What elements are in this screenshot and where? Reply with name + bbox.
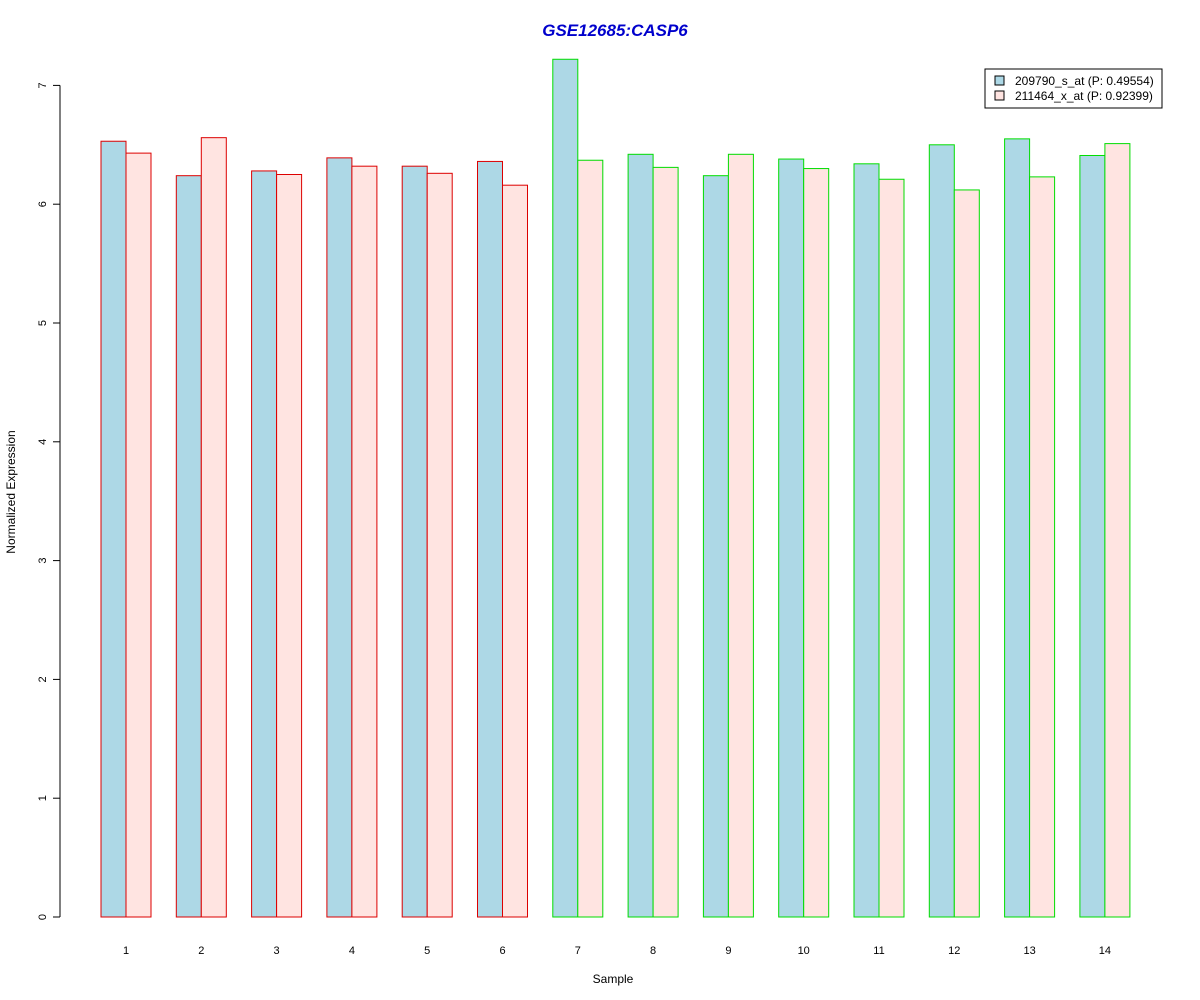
x-tick-label: 14 xyxy=(1099,945,1111,957)
x-tick-label: 3 xyxy=(274,945,280,957)
bar-sample-8-series-1 xyxy=(627,153,654,918)
legend: 209790_s_at (P: 0.49554) 211464_x_at (P:… xyxy=(984,68,1163,109)
y-tick-label: 5 xyxy=(37,320,49,326)
y-axis-label: Normalized Expression xyxy=(4,430,18,553)
bar-sample-9-series-1 xyxy=(702,175,729,918)
bar-sample-11-series-1 xyxy=(853,163,880,918)
y-tick-label: 3 xyxy=(37,558,49,564)
bar-sample-12-series-1 xyxy=(928,144,955,918)
bar-sample-3-series-1 xyxy=(251,170,278,918)
x-tick-label: 12 xyxy=(948,945,960,957)
y-tick-label: 0 xyxy=(37,914,49,920)
bar-sample-10-series-1 xyxy=(778,158,805,918)
legend-swatch-series-1 xyxy=(994,75,1005,86)
bar-sample-3-series-2 xyxy=(276,174,303,918)
bar-sample-13-series-2 xyxy=(1029,176,1056,918)
legend-box xyxy=(984,68,1163,109)
x-tick-label: 13 xyxy=(1023,945,1035,957)
x-tick-label: 5 xyxy=(424,945,430,957)
y-tick-label: 7 xyxy=(37,82,49,88)
bar-sample-8-series-2 xyxy=(652,166,679,918)
x-tick-label: 9 xyxy=(725,945,731,957)
bar-sample-12-series-2 xyxy=(953,189,980,918)
bar-sample-1-series-1 xyxy=(100,140,127,918)
y-tick-label: 6 xyxy=(37,201,49,207)
bar-sample-14-series-2 xyxy=(1104,143,1131,918)
bar-sample-5-series-2 xyxy=(426,172,453,918)
bar-sample-4-series-1 xyxy=(326,157,353,918)
chart-title: GSE12685:CASP6 xyxy=(542,21,688,40)
x-tick-label: 1 xyxy=(123,945,129,957)
bar-sample-10-series-2 xyxy=(803,168,830,918)
legend-swatch-series-2 xyxy=(994,90,1005,101)
legend-label-series-1: 209790_s_at (P: 0.49554) xyxy=(1015,74,1154,88)
bar-sample-1-series-2 xyxy=(125,152,152,918)
x-tick-labels: 1 2 3 4 5 6 7 8 9 10 11 12 13 14 xyxy=(123,945,1111,957)
y-tick-label: 1 xyxy=(37,795,49,801)
x-tick-label: 2 xyxy=(198,945,204,957)
x-tick-label: 4 xyxy=(349,945,355,957)
bar-sample-6-series-2 xyxy=(502,184,528,918)
bar-sample-13-series-1 xyxy=(1004,138,1031,918)
y-axis: 0 1 2 3 4 5 6 7 xyxy=(37,82,61,920)
x-tick-label: 8 xyxy=(650,945,656,957)
bar-sample-11-series-2 xyxy=(878,178,905,918)
bar-sample-9-series-2 xyxy=(727,153,754,918)
x-tick-label: 7 xyxy=(575,945,581,957)
x-axis-label: Sample xyxy=(593,972,634,986)
legend-label-series-2: 211464_x_at (P: 0.92399) xyxy=(1015,89,1153,103)
bar-sample-4-series-2 xyxy=(351,165,378,918)
bar-sample-2-series-2 xyxy=(200,137,227,918)
bar-sample-7-series-2 xyxy=(577,159,604,918)
y-tick-label: 2 xyxy=(37,676,49,682)
bar-sample-6-series-1 xyxy=(477,160,503,918)
x-tick-label: 11 xyxy=(873,945,884,957)
y-tick-label: 4 xyxy=(37,439,49,445)
bar-sample-14-series-1 xyxy=(1079,154,1106,918)
bar-sample-7-series-1 xyxy=(552,58,579,918)
x-tick-label: 10 xyxy=(798,945,810,957)
bar-sample-5-series-1 xyxy=(401,165,428,918)
bars-group xyxy=(100,58,1131,918)
bar-sample-2-series-1 xyxy=(175,175,202,918)
x-tick-label: 6 xyxy=(499,945,505,957)
